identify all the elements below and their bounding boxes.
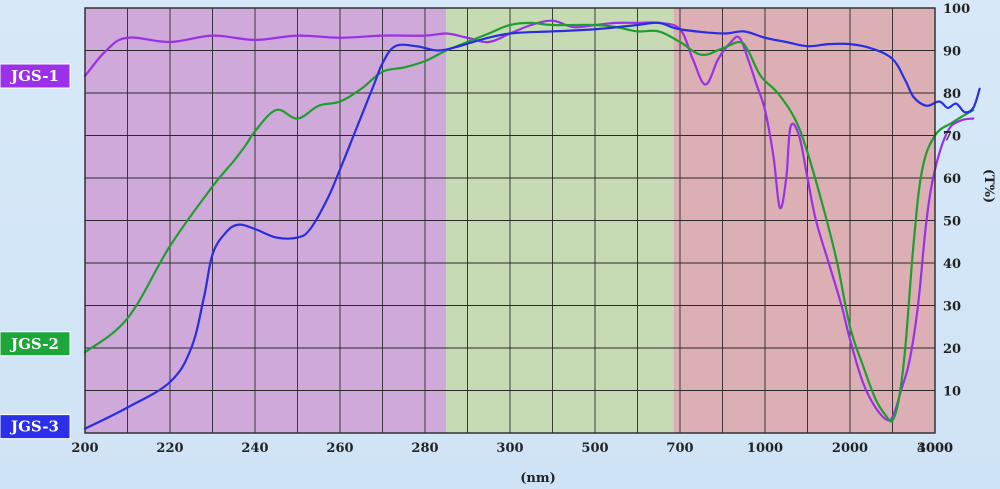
y-tick-label: 50: [943, 215, 961, 230]
y-axis-title: (T%): [981, 169, 996, 203]
legend-item-jgs-2: JGS-2: [0, 331, 71, 357]
x-tick-label: 3000: [917, 441, 953, 456]
x-tick-label: 240: [241, 441, 268, 456]
y-tick-label: 70: [943, 130, 961, 145]
x-tick-label: 2000: [832, 441, 868, 456]
legend-swatch: [0, 63, 71, 89]
plot-frame: [84, 7, 936, 434]
y-tick-label: 90: [943, 45, 961, 60]
x-tick-label: 280: [411, 441, 438, 456]
x-tick-label: 500: [581, 441, 608, 456]
x-tick-label: 200: [71, 441, 98, 456]
y-tick-label: 40: [943, 257, 961, 272]
x-axis-title: (nm): [520, 471, 556, 486]
legend-label: JGS-3: [9, 418, 59, 436]
y-tick-label: 30: [943, 300, 961, 315]
x-tick-label: 300: [496, 441, 523, 456]
legend-item-jgs-1: JGS-1: [0, 63, 71, 89]
x-tick-label: 1000: [747, 441, 783, 456]
y-tick-label: 10: [943, 385, 961, 400]
y-tick-labels: 10 20 30 40 50 60 70 80 90 100: [943, 2, 970, 400]
grid-lines: [85, 8, 935, 433]
legend-swatch: [0, 331, 71, 357]
series-line-jgs-3: [83, 21, 981, 430]
series-line-jgs-2: [83, 21, 975, 423]
legend-label: JGS-1: [9, 67, 59, 85]
y-tick-label: 60: [943, 172, 961, 187]
legend-swatch: [0, 414, 71, 440]
y-tick-label: 80: [943, 87, 961, 102]
x-tick-label: 700: [666, 441, 693, 456]
series-lines: [83, 19, 981, 430]
series-line-jgs-1: [83, 19, 975, 422]
legend-label: JGS-2: [9, 335, 59, 353]
series-legend: JGS-1 JGS-2 JGS-3: [0, 63, 71, 440]
y-tick-label: 100: [943, 2, 970, 17]
x-tick-label: 4000: [917, 441, 953, 456]
x-tick-label: 260: [326, 441, 353, 456]
x-tick-label: 220: [156, 441, 183, 456]
legend-item-jgs-3: JGS-3: [0, 414, 71, 440]
y-tick-label: 20: [943, 342, 961, 357]
